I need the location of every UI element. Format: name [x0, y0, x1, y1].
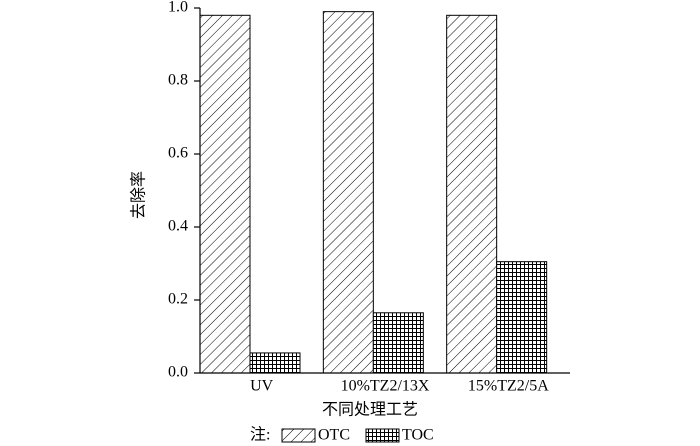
y-tick-label: 0.2 [168, 291, 188, 308]
legend-swatch [281, 428, 316, 443]
legend-prefix: 注: [250, 426, 270, 444]
x-tick-label: UV [250, 378, 274, 395]
y-tick-label: 0.8 [168, 72, 188, 89]
y-tick-label: 0.0 [168, 364, 188, 381]
legend-label: OTC [318, 427, 350, 444]
bar [249, 352, 301, 374]
x-tick-label: 10%TZ2/13X [341, 378, 430, 395]
y-tick-label: 1.0 [168, 0, 188, 16]
bar [199, 14, 251, 374]
x-tick-label: 15%TZ2/5A [468, 378, 549, 395]
bar [496, 261, 548, 374]
legend-swatch [365, 428, 400, 443]
bar [322, 11, 374, 374]
y-axis-label: 去除率 [130, 171, 148, 219]
legend-label: TOC [402, 427, 434, 444]
bar [372, 312, 424, 374]
x-axis-label: 不同处理工艺 [322, 401, 418, 419]
y-tick-label: 0.6 [168, 145, 188, 162]
y-tick-label: 0.4 [168, 218, 188, 235]
bar [446, 14, 498, 374]
